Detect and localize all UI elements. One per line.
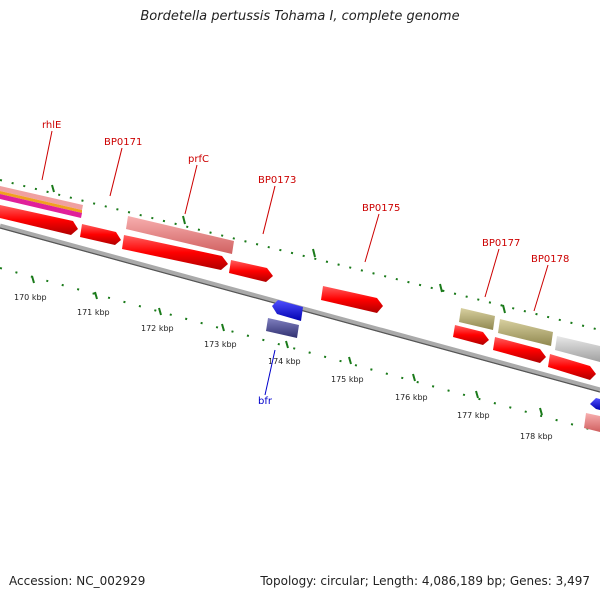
scale-label: 175 kbp: [331, 375, 364, 384]
scale-label: 176 kbp: [395, 393, 428, 402]
feature-olive-1[interactable]: [459, 308, 495, 330]
cds-BP0177[interactable]: [453, 325, 489, 345]
cds-bfr-blue[interactable]: [272, 300, 303, 321]
scale-label: 178 kbp: [520, 432, 553, 441]
feature-olive-2[interactable]: [498, 319, 553, 346]
gene-labels: rhlE BP0171 prfC BP0173 BP0175 BP0177 BP…: [42, 120, 569, 407]
scale-label: 170 kbp: [14, 293, 47, 302]
scale-label: 172 kbp: [141, 324, 174, 333]
feature-strip-orange[interactable]: [0, 191, 82, 213]
genome-title: Bordetella pertussis Tohama I, complete …: [140, 9, 460, 24]
cds-reverse-edge[interactable]: [590, 398, 600, 410]
upper-tick-track: [0, 179, 600, 331]
scale-tick-track: [0, 267, 600, 433]
gene-label-BP0175[interactable]: BP0175: [362, 203, 400, 214]
feature-pink-edge[interactable]: [584, 413, 600, 432]
feature-grey[interactable]: [555, 336, 600, 362]
label-leaders: [41, 130, 549, 396]
genome-summary-text: Topology: circular; Length: 4,086,189 bp…: [260, 574, 590, 588]
cds-bfr-purple[interactable]: [266, 318, 299, 338]
accession-text: Accession: NC_002929: [9, 574, 146, 588]
gene-label-BP0178[interactable]: BP0178: [531, 254, 569, 265]
scale-labels: 170 kbp 171 kbp 172 kbp 173 kbp 174 kbp …: [14, 293, 553, 441]
feature-prfC-overlay[interactable]: [126, 216, 234, 254]
cds-BP0173[interactable]: [229, 260, 273, 282]
gene-label-BP0177[interactable]: BP0177: [482, 238, 520, 249]
scale-label: 173 kbp: [204, 340, 237, 349]
gene-label-BP0171[interactable]: BP0171: [104, 137, 142, 148]
cds-prfC[interactable]: [122, 235, 228, 270]
gene-label-rhlE[interactable]: rhlE: [42, 120, 61, 131]
cds-BP0178[interactable]: [493, 337, 546, 363]
scale-label: 174 kbp: [268, 357, 301, 366]
cds-BP0175[interactable]: [321, 286, 383, 313]
feature-strip-pink[interactable]: [0, 186, 83, 210]
gene-label-prfC[interactable]: prfC: [188, 154, 209, 165]
cds-next[interactable]: [548, 354, 596, 380]
cds-rhlE[interactable]: [0, 205, 78, 235]
feature-strip-magenta[interactable]: [0, 194, 82, 218]
gene-label-BP0173[interactable]: BP0173: [258, 175, 296, 186]
scale-label: 177 kbp: [457, 411, 490, 420]
gene-label-bfr[interactable]: bfr: [258, 396, 273, 407]
gene-features: [0, 186, 600, 432]
scale-label: 171 kbp: [77, 308, 110, 317]
cds-BP0171[interactable]: [80, 224, 121, 245]
